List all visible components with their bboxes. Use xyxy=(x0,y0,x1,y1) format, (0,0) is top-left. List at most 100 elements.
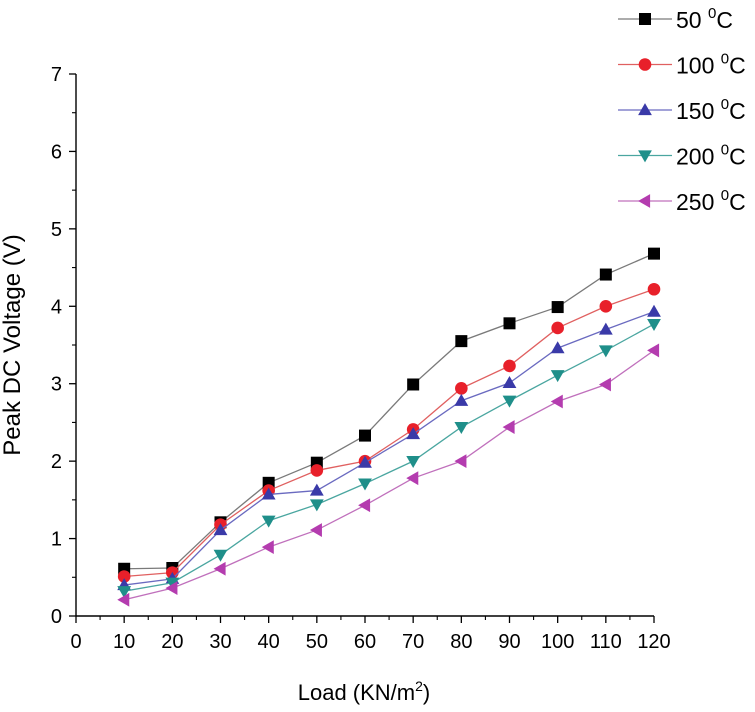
legend: 50 0C 100 0C 150 0C 200 0C 250 0C xyxy=(618,5,746,215)
series-3 xyxy=(117,304,661,591)
legend-entry-2: 100 0C xyxy=(618,51,746,79)
data-point xyxy=(117,586,132,599)
x-tick-label: 70 xyxy=(402,631,424,653)
data-point xyxy=(503,317,516,330)
data-point xyxy=(647,343,660,358)
x-tick-label: 50 xyxy=(306,631,328,653)
data-point xyxy=(358,455,372,468)
data-point xyxy=(261,540,274,554)
x-tick-label: 100 xyxy=(541,631,574,653)
data-point xyxy=(406,427,421,440)
data-point xyxy=(454,454,467,469)
data-point xyxy=(648,247,660,260)
x-tick-label: 20 xyxy=(161,631,183,653)
y-tick-label: 0 xyxy=(51,606,62,628)
data-point xyxy=(550,370,565,383)
data-point xyxy=(550,394,563,409)
data-point xyxy=(213,561,226,576)
data-point xyxy=(261,515,276,528)
series-5 xyxy=(117,343,660,607)
y-tick-label: 7 xyxy=(51,64,62,86)
x-tick-label: 0 xyxy=(70,631,81,653)
legend-entry-4: 200 0C xyxy=(618,142,746,170)
data-point xyxy=(117,570,131,583)
x-tick-label: 110 xyxy=(590,631,622,653)
series-line xyxy=(124,253,655,570)
legend-marker xyxy=(638,150,652,163)
data-point xyxy=(599,268,612,281)
data-point xyxy=(454,393,469,406)
series-line xyxy=(124,288,655,578)
legend-marker xyxy=(638,58,652,71)
y-tick-label: 4 xyxy=(51,296,62,318)
legend-entry-5: 250 0C xyxy=(618,187,746,215)
y-axis-label: Peak DC Voltage (V) xyxy=(0,234,26,455)
series-line xyxy=(124,349,655,601)
data-point xyxy=(551,321,564,335)
legend-marker xyxy=(639,13,651,25)
data-point xyxy=(117,592,130,607)
data-point xyxy=(309,483,324,496)
legend-label: 200 0C xyxy=(676,142,746,170)
x-axis-label: Load (KN/m2) xyxy=(298,678,431,705)
x-tick-label: 80 xyxy=(450,631,472,653)
y-tick-label: 3 xyxy=(51,374,62,396)
data-point xyxy=(647,318,661,331)
legend-entry-3: 150 0C xyxy=(618,96,746,124)
data-point xyxy=(213,549,228,562)
legend-marker xyxy=(638,194,651,208)
data-point xyxy=(213,523,228,536)
data-point xyxy=(358,478,372,491)
legend-label: 250 0C xyxy=(676,187,746,215)
legend-label: 50 0C xyxy=(676,5,733,33)
data-point xyxy=(261,487,276,500)
data-point xyxy=(502,420,515,434)
x-tick-label: 120 xyxy=(637,631,670,653)
data-point xyxy=(309,499,324,512)
data-point xyxy=(358,498,371,513)
data-point xyxy=(502,395,517,408)
data-point xyxy=(598,377,611,392)
data-point xyxy=(454,421,469,434)
data-point xyxy=(309,523,322,537)
y-tick-label: 6 xyxy=(51,141,62,163)
data-point xyxy=(598,345,613,358)
data-point xyxy=(599,299,613,313)
data-point xyxy=(598,322,613,335)
data-point xyxy=(118,562,131,575)
data-point xyxy=(550,341,565,354)
y-tick-label: 2 xyxy=(51,451,62,473)
data-point xyxy=(647,304,661,317)
data-point xyxy=(455,335,468,348)
series-line xyxy=(124,311,655,586)
x-tick-label: 60 xyxy=(354,631,376,653)
data-point xyxy=(502,376,517,389)
data-point xyxy=(455,382,468,395)
y-tick-label: 5 xyxy=(51,219,62,241)
data-point xyxy=(647,282,661,296)
data-point xyxy=(503,359,516,373)
legend-entry-1: 50 0C xyxy=(618,5,733,33)
series-1 xyxy=(118,247,660,575)
x-tick-label: 40 xyxy=(258,631,280,653)
data-point xyxy=(165,581,178,596)
data-point xyxy=(406,471,419,486)
series-4 xyxy=(117,318,661,599)
y-tick-label: 1 xyxy=(51,529,62,551)
x-tick-label: 90 xyxy=(498,631,520,653)
series-layer xyxy=(117,247,661,607)
legend-marker xyxy=(638,103,652,116)
series-2 xyxy=(117,282,661,583)
x-tick-label: 10 xyxy=(113,631,135,653)
data-point xyxy=(407,378,420,391)
series-line xyxy=(124,323,655,592)
data-point xyxy=(165,577,180,590)
legend-label: 150 0C xyxy=(676,96,746,124)
data-point xyxy=(406,456,421,469)
legend-label: 100 0C xyxy=(676,51,746,79)
data-point xyxy=(359,429,371,442)
x-tick-label: 30 xyxy=(209,631,231,653)
data-point xyxy=(310,464,324,477)
